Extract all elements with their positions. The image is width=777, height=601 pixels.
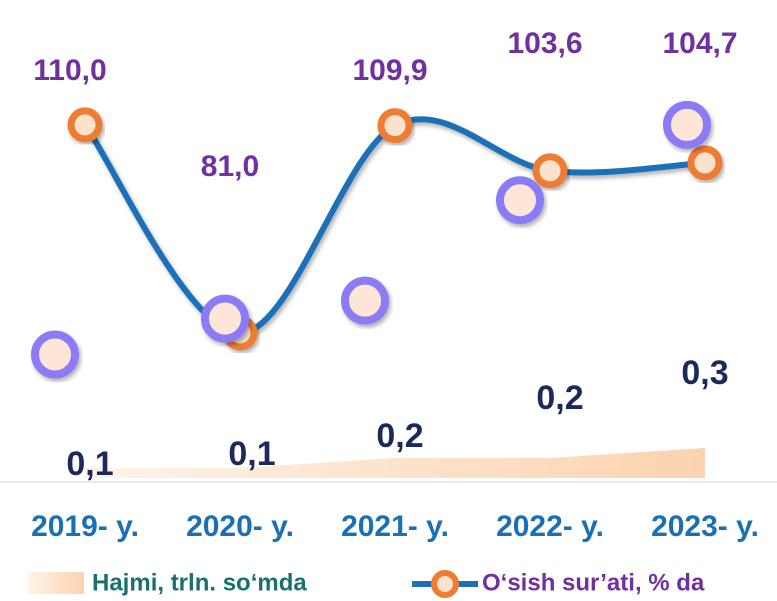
line-marker bbox=[377, 108, 413, 144]
line-marker bbox=[67, 107, 103, 143]
growth-label: 109,9 bbox=[352, 54, 427, 87]
x-tick-label: 2022- y. bbox=[496, 510, 604, 543]
point-marker bbox=[496, 176, 544, 225]
legend-swatch-area bbox=[28, 572, 84, 594]
point-marker bbox=[663, 100, 711, 149]
point-marker bbox=[201, 294, 249, 343]
volume-label: 0,1 bbox=[228, 435, 275, 473]
x-tick-label: 2020- y. bbox=[186, 510, 294, 543]
line-marker bbox=[532, 153, 568, 189]
legend-label: O‘sish sur’ati, % da bbox=[482, 569, 705, 596]
volume-label: 0,2 bbox=[376, 417, 423, 455]
point-marker bbox=[31, 330, 79, 379]
x-tick-label: 2019- y. bbox=[31, 510, 139, 543]
volume-label: 0,2 bbox=[536, 379, 583, 417]
volume-label: 0,3 bbox=[681, 354, 728, 392]
growth-label: 110,0 bbox=[33, 54, 106, 87]
line-marker bbox=[687, 145, 723, 181]
x-tick-label: 2021- y. bbox=[341, 510, 449, 543]
growth-label: 104,7 bbox=[662, 27, 737, 60]
volume-label: 0,1 bbox=[66, 445, 113, 483]
point-marker bbox=[341, 276, 389, 325]
growth-label: 103,6 bbox=[507, 27, 582, 60]
growth-line bbox=[82, 116, 706, 336]
legend-label: Hajmi, trln. so‘mda bbox=[92, 569, 307, 596]
legend-swatch-marker bbox=[431, 570, 459, 598]
area bbox=[85, 448, 705, 478]
x-tick-label: 2023- y. bbox=[651, 510, 759, 543]
growth-label: 81,0 bbox=[201, 150, 259, 183]
